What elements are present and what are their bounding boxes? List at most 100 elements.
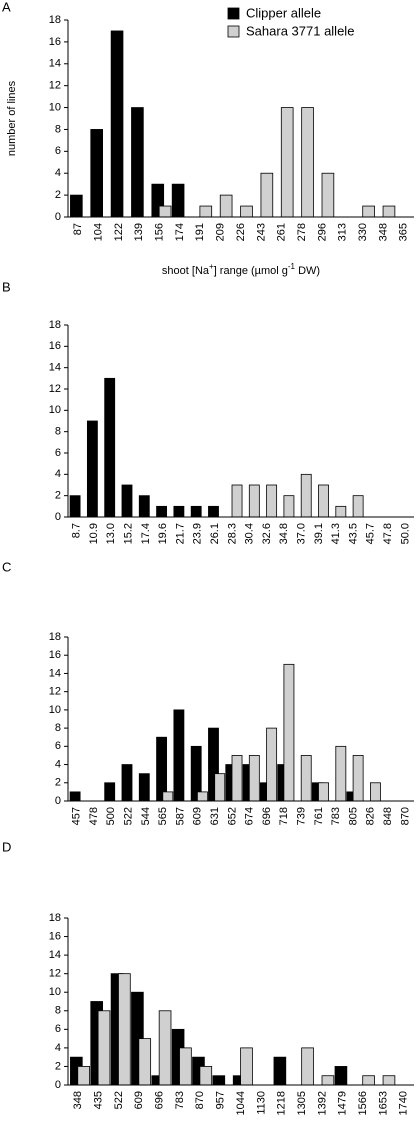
x-tick-label: 365 (398, 223, 410, 241)
bar (199, 205, 213, 218)
x-tick-label: 21.7 (174, 523, 186, 544)
bar (318, 782, 329, 802)
bar (208, 505, 219, 518)
x-axis-label-part: + (209, 262, 214, 271)
y-axis-label: number of lines (6, 80, 18, 156)
bar (362, 205, 375, 218)
bar (104, 377, 116, 518)
x-tick-label: 174 (174, 223, 186, 241)
y-tick-label: 12 (49, 383, 61, 395)
bar (118, 973, 131, 1086)
bar (231, 755, 243, 802)
x-tick-label: 826 (365, 807, 377, 825)
y-tick-label: 0 (55, 1079, 61, 1091)
y-tick-label: 6 (55, 1023, 61, 1035)
x-tick-label: 243 (255, 223, 267, 241)
y-tick-label: 6 (55, 145, 61, 157)
x-tick-label: 1653 (377, 1091, 389, 1115)
x-tick-label: 1305 (296, 1091, 308, 1115)
x-tick-label: 1740 (398, 1091, 410, 1115)
x-tick-label: 10.9 (88, 523, 100, 544)
x-tick-label: 34.8 (278, 523, 290, 544)
y-tick-label: 8 (55, 426, 61, 438)
x-tick-label: 674 (244, 807, 256, 825)
bar (110, 30, 124, 218)
y-tick-label: 8 (55, 1005, 61, 1017)
y-tick-label: 16 (49, 649, 61, 661)
legend-swatch (227, 25, 240, 38)
x-tick-label: 47.8 (382, 523, 394, 544)
y-tick-label: 4 (55, 468, 61, 480)
bar (321, 172, 335, 218)
y-tick-label: 14 (49, 667, 61, 679)
x-tick-label: 631 (209, 807, 221, 825)
bar (158, 1010, 172, 1086)
x-tick-label: 87 (72, 223, 84, 235)
x-tick-label: 805 (347, 807, 359, 825)
x-tick-label: 696 (153, 1091, 165, 1109)
x-tick-label: 739 (295, 807, 307, 825)
panel-label: D (2, 839, 11, 854)
y-tick-label: 12 (49, 968, 61, 980)
x-tick-label: 104 (92, 223, 104, 241)
y-tick-label: 0 (55, 211, 61, 223)
bar (352, 495, 364, 518)
y-tick-label: 14 (49, 949, 61, 961)
x-tick-label: 870 (194, 1091, 206, 1109)
bar (248, 484, 260, 518)
x-tick-label: 522 (113, 1091, 125, 1109)
bar (300, 755, 312, 802)
x-tick-label: 609 (192, 807, 204, 825)
y-tick-label: 2 (55, 1060, 61, 1072)
bar (248, 755, 260, 802)
bar (321, 1075, 335, 1086)
bar (352, 755, 364, 802)
y-tick-label: 12 (49, 80, 61, 92)
y-tick-label: 4 (55, 167, 61, 179)
bar (90, 129, 104, 218)
bar (97, 1010, 111, 1086)
bar (214, 773, 226, 802)
bar (197, 791, 208, 802)
bar (280, 107, 294, 218)
y-tick-label: 4 (55, 758, 61, 770)
bar (240, 1047, 253, 1086)
x-tick-label: 122 (113, 223, 125, 241)
x-tick-label: 45.7 (365, 523, 377, 544)
bar (173, 709, 185, 802)
bar (121, 484, 133, 518)
x-tick-label: 37.0 (295, 523, 307, 544)
x-tick-label: 156 (153, 223, 165, 241)
x-tick-label: 23.9 (192, 523, 204, 544)
bar (173, 505, 185, 518)
x-tick-label: 226 (235, 223, 247, 241)
bar (382, 205, 396, 218)
x-tick-label: 348 (72, 1091, 84, 1109)
bar (301, 107, 314, 218)
y-tick-label: 18 (49, 14, 61, 26)
x-tick-label: 1566 (357, 1091, 369, 1115)
y-tick-label: 0 (55, 511, 61, 523)
legend-label: Clipper allele (246, 5, 321, 20)
x-tick-label: 261 (276, 223, 288, 241)
y-tick-label: 10 (49, 404, 61, 416)
bar (240, 205, 253, 218)
panel-label: B (2, 279, 11, 294)
y-tick-label: 6 (55, 740, 61, 752)
y-tick-label: 14 (49, 362, 61, 374)
x-tick-label: 8.7 (71, 523, 83, 538)
y-tick-label: 18 (49, 319, 61, 331)
y-tick-label: 2 (55, 189, 61, 201)
bar (131, 107, 144, 218)
bar (70, 194, 83, 218)
y-tick-label: 12 (49, 686, 61, 698)
panel-label: A (2, 0, 11, 14)
bar (260, 172, 274, 218)
x-tick-label: 587 (174, 807, 186, 825)
x-tick-label: 696 (261, 807, 273, 825)
bar (283, 495, 295, 518)
x-tick-label: 1130 (255, 1091, 267, 1115)
y-tick-label: 6 (55, 447, 61, 459)
bar (273, 1056, 287, 1086)
x-tick-label: 28.3 (226, 523, 238, 544)
